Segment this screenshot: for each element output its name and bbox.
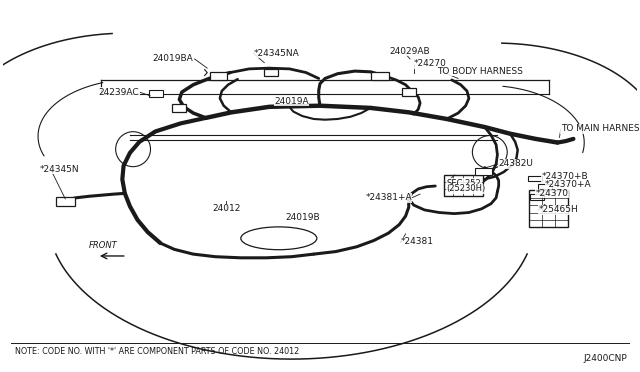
Text: *24381+A: *24381+A bbox=[365, 193, 412, 202]
Text: J2400CNP: J2400CNP bbox=[584, 354, 627, 363]
Text: 24019BA: 24019BA bbox=[152, 54, 193, 64]
Text: SEC.252: SEC.252 bbox=[447, 179, 481, 187]
Bar bbox=[530, 194, 543, 200]
Bar bbox=[56, 197, 75, 206]
Text: 24019B: 24019B bbox=[285, 213, 320, 222]
Text: NOTE: CODE NO. WITH '*' ARE COMPONENT PARTS OF CODE NO. 24012: NOTE: CODE NO. WITH '*' ARE COMPONENT PA… bbox=[15, 347, 299, 356]
Text: FRONT: FRONT bbox=[89, 241, 118, 250]
Bar bbox=[538, 184, 552, 189]
Bar bbox=[172, 104, 186, 112]
Text: TO BODY HARNESS: TO BODY HARNESS bbox=[437, 67, 523, 76]
Bar bbox=[475, 167, 492, 175]
Text: (25230H): (25230H) bbox=[447, 185, 486, 193]
Text: 24029AB: 24029AB bbox=[390, 47, 430, 56]
Text: *24345NA: *24345NA bbox=[253, 49, 300, 58]
Text: 24019A: 24019A bbox=[274, 97, 309, 106]
Text: 24012: 24012 bbox=[212, 204, 241, 213]
Text: *24270: *24270 bbox=[414, 59, 447, 68]
Bar bbox=[264, 69, 278, 76]
Text: 24382U: 24382U bbox=[499, 160, 534, 169]
Bar bbox=[210, 72, 227, 80]
Bar bbox=[529, 190, 568, 227]
Text: *24381: *24381 bbox=[401, 237, 434, 247]
Bar bbox=[402, 89, 415, 96]
Text: 24239AC: 24239AC bbox=[99, 87, 140, 97]
Bar bbox=[371, 72, 389, 80]
Text: *25465H: *25465H bbox=[539, 205, 579, 214]
Bar bbox=[149, 90, 163, 97]
Bar bbox=[529, 176, 542, 182]
Text: *24345N: *24345N bbox=[40, 165, 79, 174]
Text: *24370+B: *24370+B bbox=[541, 172, 588, 181]
Text: *24370+A: *24370+A bbox=[545, 180, 591, 189]
Text: *24370: *24370 bbox=[536, 189, 568, 198]
Bar bbox=[444, 175, 483, 196]
Text: TO MAIN HARNESS: TO MAIN HARNESS bbox=[561, 124, 640, 134]
